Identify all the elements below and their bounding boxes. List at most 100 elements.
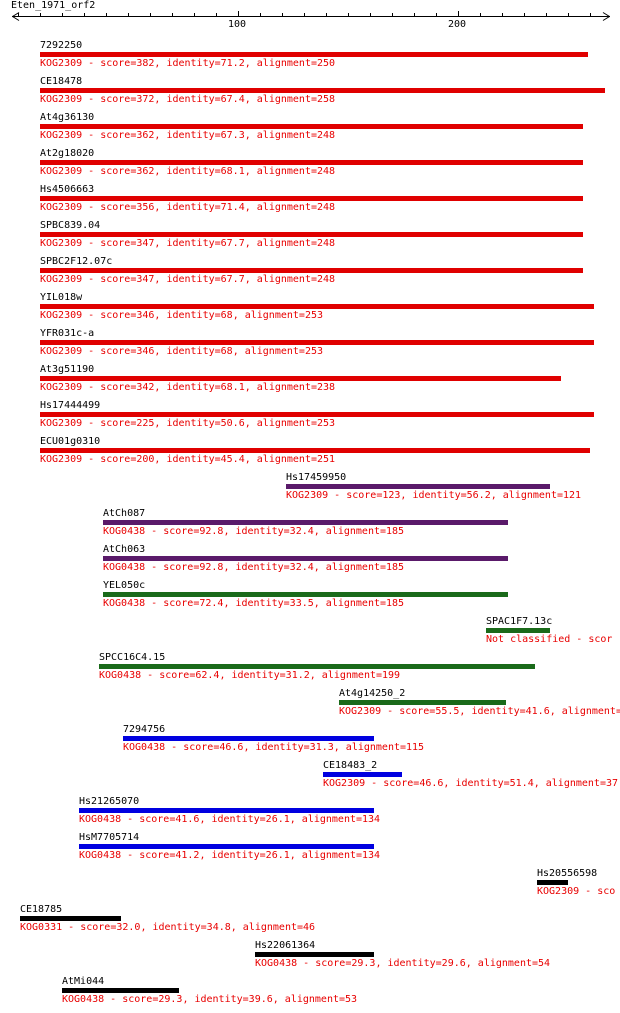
hit-annotation[interactable]: KOG2309 - sco — [537, 886, 616, 897]
hit-annotation[interactable]: KOG2309 - score=342, identity=68.1, alig… — [40, 382, 335, 393]
hit-alignment: 251 — [316, 454, 336, 465]
hit-alignment: 199 — [382, 670, 401, 681]
hit-annotation[interactable]: KOG2309 - score=382, identity=71.2, alig… — [40, 58, 335, 69]
hit-annotation[interactable]: KOG2309 - score=362, identity=68.1, alig… — [40, 166, 335, 177]
hit-id-label[interactable]: HsM7705714 — [79, 832, 140, 843]
hit-annotation[interactable]: KOG2309 - score=346, identity=68, alignm… — [40, 346, 323, 357]
hit-id-label[interactable]: At3g51190 — [40, 364, 95, 375]
hit-alignment-bar[interactable] — [40, 412, 594, 417]
hit-annotation[interactable]: KOG2309 - score=347, identity=67.7, alig… — [40, 238, 335, 249]
hit-score: 72.4 — [199, 598, 224, 609]
hit-alignment-bar[interactable] — [79, 844, 374, 849]
hit-id-label[interactable]: Hs22061364 — [255, 940, 316, 951]
hit-id-label[interactable]: CE18478 — [40, 76, 83, 87]
hit-alignment-bar[interactable] — [40, 448, 590, 453]
hit-id-label[interactable]: Hs17459950 — [286, 472, 347, 483]
hit-alignment-bar[interactable] — [103, 520, 508, 525]
hit-id-label[interactable]: CE18483_2 — [323, 760, 378, 771]
hit-id-label[interactable]: At4g14250_2 — [339, 688, 406, 699]
hit-annotation[interactable]: Not classified - scor — [486, 634, 613, 645]
hit-alignment-bar[interactable] — [40, 88, 605, 93]
hit-annotation-separator: - score= — [165, 742, 220, 753]
hit-annotation-separator: - score= — [121, 850, 176, 861]
hit-id-label[interactable]: SPCC16C4.15 — [99, 652, 166, 663]
hit-id-label[interactable]: Hs4506663 — [40, 184, 95, 195]
hit-alignment-bar[interactable] — [40, 376, 561, 381]
hit-annotation[interactable]: KOG0438 - score=92.8, identity=32.4, ali… — [103, 562, 404, 573]
hit-kog: KOG0438 — [103, 562, 146, 573]
hit-annotation-separator: - score= — [82, 202, 137, 213]
hit-id-label[interactable]: Hs21265070 — [79, 796, 140, 807]
hit-alignment-bar[interactable] — [286, 484, 550, 489]
hit-annotation[interactable]: KOG0438 - score=72.4, identity=33.5, ali… — [103, 598, 404, 609]
hit-annotation[interactable]: KOG0331 - score=32.0, identity=34.8, ali… — [20, 922, 315, 933]
hit-annotation[interactable]: KOG0438 - score=41.6, identity=26.1, ali… — [79, 814, 380, 825]
hit-id-label[interactable]: At4g36130 — [40, 112, 95, 123]
hit-alignment-bar[interactable] — [40, 232, 583, 237]
hit-alignment-bar[interactable] — [486, 628, 550, 633]
hit-id-label[interactable]: YIL018w — [40, 292, 83, 303]
hit-id-label[interactable]: SPAC1F7.13c — [486, 616, 553, 627]
hit-alignment-bar[interactable] — [20, 916, 121, 921]
hit-annotation[interactable]: KOG0438 - score=29.3, identity=29.6, ali… — [255, 958, 550, 969]
hit-annotation-separator: , alignment= — [244, 418, 317, 429]
hit-annotation[interactable]: KOG2309 - score=55.5, identity=41.6, ali… — [339, 706, 620, 717]
hit-alignment: 46 — [303, 922, 316, 933]
hit-alignment-bar[interactable] — [123, 736, 374, 741]
hit-alignment-bar[interactable] — [103, 592, 508, 597]
hit-id-label[interactable]: 7294756 — [123, 724, 166, 735]
hit-id-label[interactable]: AtCh063 — [103, 544, 146, 555]
hit-annotation[interactable]: KOG2309 - score=225, identity=50.6, alig… — [40, 418, 335, 429]
hit-id-label[interactable]: SPBC2F12.07c — [40, 256, 113, 267]
hit-id-label[interactable]: At2g18020 — [40, 148, 95, 159]
hit-id-label[interactable]: YFR031c-a — [40, 328, 95, 339]
hit-annotation[interactable]: KOG0438 - score=29.3, identity=39.6, ali… — [62, 994, 357, 1005]
hit-annotation-separator: , alignment= — [289, 814, 363, 825]
hit-alignment-bar[interactable] — [40, 340, 594, 345]
hit-annotation-separator: , identity= — [154, 346, 221, 357]
hit-alignment-bar[interactable] — [40, 52, 588, 57]
hit-alignment-bar[interactable] — [40, 196, 583, 201]
hit-annotation[interactable]: KOG2309 - score=346, identity=68, alignm… — [40, 310, 323, 321]
hit-id-label[interactable]: Hs20556598 — [537, 868, 598, 879]
hit-annotation[interactable]: KOG2309 - score=123, identity=56.2, alig… — [286, 490, 581, 501]
hit-id-label[interactable]: CE18785 — [20, 904, 63, 915]
hit-id-label[interactable]: AtMi044 — [62, 976, 105, 987]
hit-alignment-bar[interactable] — [255, 952, 374, 957]
hit-annotation-separator: - score= — [82, 274, 137, 285]
hit-alignment-bar[interactable] — [40, 304, 594, 309]
hit-annotation[interactable]: KOG0438 - score=92.8, identity=32.4, ali… — [103, 526, 404, 537]
hit-alignment-bar[interactable] — [40, 268, 583, 273]
hit-alignment-bar[interactable] — [339, 700, 506, 705]
hit-annotation-separator: , identity= — [219, 670, 286, 681]
hit-id-label[interactable]: YEL050c — [103, 580, 146, 591]
hit-annotation-separator: , alignment= — [244, 382, 317, 393]
hit-alignment-bar[interactable] — [323, 772, 402, 777]
hit-alignment-bar[interactable] — [62, 988, 179, 993]
hit-annotation[interactable]: KOG2309 - score=46.6, identity=51.4, ali… — [323, 778, 619, 789]
hit-id-label[interactable]: AtCh087 — [103, 508, 146, 519]
hit-id-label[interactable]: SPBC839.04 — [40, 220, 101, 231]
hit-kog: KOG0438 — [79, 850, 122, 861]
hit-id-label[interactable]: 7292250 — [40, 40, 83, 51]
hit-alignment-bar[interactable] — [40, 124, 583, 129]
hit-alignment-bar[interactable] — [79, 808, 374, 813]
hit-id-label[interactable]: Hs17444499 — [40, 400, 101, 411]
hit-annotation-separator: , identity= — [223, 526, 290, 537]
hit-annotation-separator: , identity= — [199, 814, 266, 825]
hit-annotation[interactable]: KOG2309 - score=356, identity=71.4, alig… — [40, 202, 335, 213]
hit-alignment-bar[interactable] — [103, 556, 508, 561]
hit-annotation[interactable]: KOG2309 - score=362, identity=67.3, alig… — [40, 130, 335, 141]
hit-annotation[interactable]: KOG2309 - score=347, identity=67.7, alig… — [40, 274, 335, 285]
ruler-tick-label: 200 — [448, 19, 467, 30]
hit-alignment-bar[interactable] — [99, 664, 535, 669]
hit-alignment-bar[interactable] — [40, 160, 583, 165]
hit-annotation[interactable]: KOG0438 - score=46.6, identity=31.3, ali… — [123, 742, 424, 753]
hit-annotation[interactable]: KOG0438 - score=62.4, identity=31.2, ali… — [99, 670, 400, 681]
hit-alignment-bar[interactable] — [537, 880, 568, 885]
hit-annotation[interactable]: KOG0438 - score=41.2, identity=26.1, ali… — [79, 850, 380, 861]
hit-annotation[interactable]: KOG2309 - score=372, identity=67.4, alig… — [40, 94, 335, 105]
hit-identity: 32.4 — [289, 526, 314, 537]
hit-id-label[interactable]: ECU01g0310 — [40, 436, 101, 447]
hit-annotation[interactable]: KOG2309 - score=200, identity=45.4, alig… — [40, 454, 335, 465]
